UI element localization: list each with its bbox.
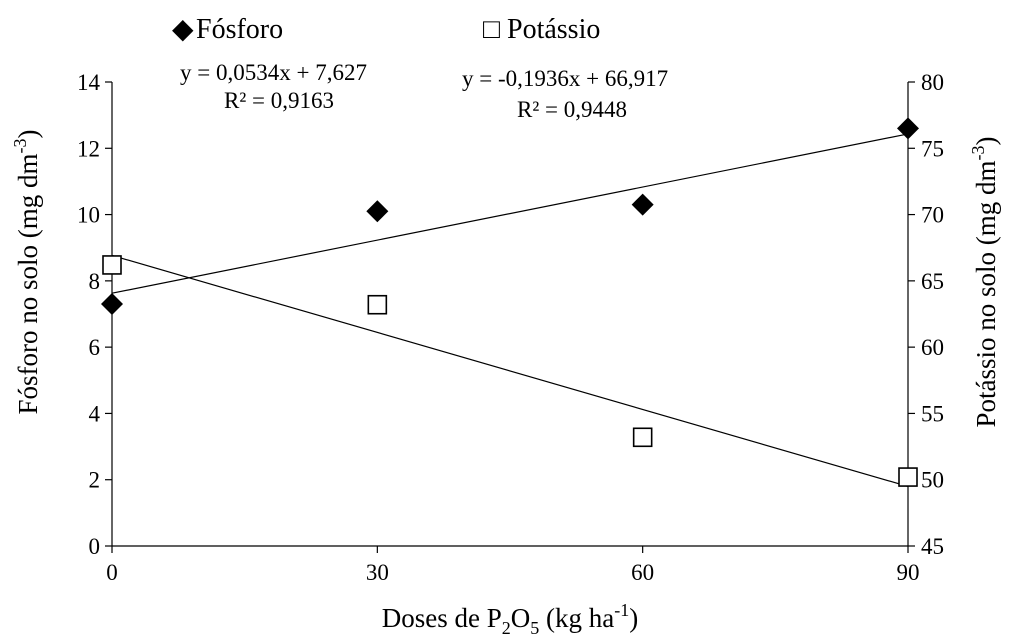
r2-fosforo: R² = 0,9163	[224, 88, 334, 113]
y-right-tick-label: 65	[921, 269, 944, 294]
y-right-tick-label: 60	[921, 335, 944, 360]
y-left-tick-label: 8	[89, 269, 101, 294]
equation-potassio: y = -0,1936x + 66,917	[462, 66, 668, 91]
y-right-tick-label: 80	[921, 70, 944, 95]
legend-symbol-potassio: □	[483, 14, 500, 45]
trendline-potassio	[111, 254, 909, 488]
y-right-tick-label: 45	[921, 534, 944, 559]
fosforo-point	[366, 200, 389, 223]
x-tick-label: 90	[897, 560, 920, 585]
y-right-tick-label: 75	[921, 136, 944, 161]
legend-label-fosforo: Fósforo	[196, 14, 283, 45]
y-right-tick-label: 55	[921, 401, 944, 426]
axes: 0 2 4 6 8 10 12 14 45 50 55 60 65 70 75 80 0 30 60 90	[77, 70, 944, 585]
y-right-tick-label: 70	[921, 203, 944, 228]
fosforo-point	[631, 193, 654, 216]
data-points	[101, 117, 919, 487]
y-right-tick-label: 50	[921, 468, 944, 493]
legend-symbol-fosforo: ◆	[172, 14, 194, 45]
equations: y = 0,0534x + 7,627 R² = 0,9163 y = -0,1…	[180, 60, 668, 122]
potassio-point	[367, 294, 388, 315]
y-left-tick-label: 6	[89, 335, 101, 360]
y-left-tick-label: 2	[89, 468, 101, 493]
x-tick-label: 60	[631, 560, 654, 585]
potassio-point	[632, 427, 653, 448]
r2-potassio: R² = 0,9448	[517, 97, 627, 122]
y-left-tick-label: 0	[89, 534, 101, 559]
legend: ◆ Fósforo □ Potássio	[172, 14, 600, 45]
x-axis-title: Doses de P2O5 (kg ha-1)	[382, 600, 638, 635]
y-axis-left-title: Fósforo no solo (mg dm-3)	[10, 129, 43, 414]
fosforo-point	[897, 117, 919, 140]
y-left-tick-label: 14	[77, 70, 101, 95]
x-tick-label: 0	[106, 560, 118, 585]
legend-label-potassio: Potássio	[507, 14, 600, 45]
y-left-tick-label: 12	[77, 136, 100, 161]
y-left-tick-label: 10	[77, 203, 100, 228]
potassio-point	[102, 255, 122, 275]
trendlines	[111, 133, 909, 488]
potassio-point	[898, 467, 918, 487]
x-tick-label: 30	[366, 560, 389, 585]
trendline-fosforo	[111, 133, 909, 294]
y-axis-right-title: Potássio no solo (mg dm-3)	[968, 136, 1001, 427]
fosforo-point	[101, 293, 123, 316]
y-left-tick-label: 4	[89, 401, 101, 426]
equation-fosforo: y = 0,0534x + 7,627	[180, 60, 367, 85]
